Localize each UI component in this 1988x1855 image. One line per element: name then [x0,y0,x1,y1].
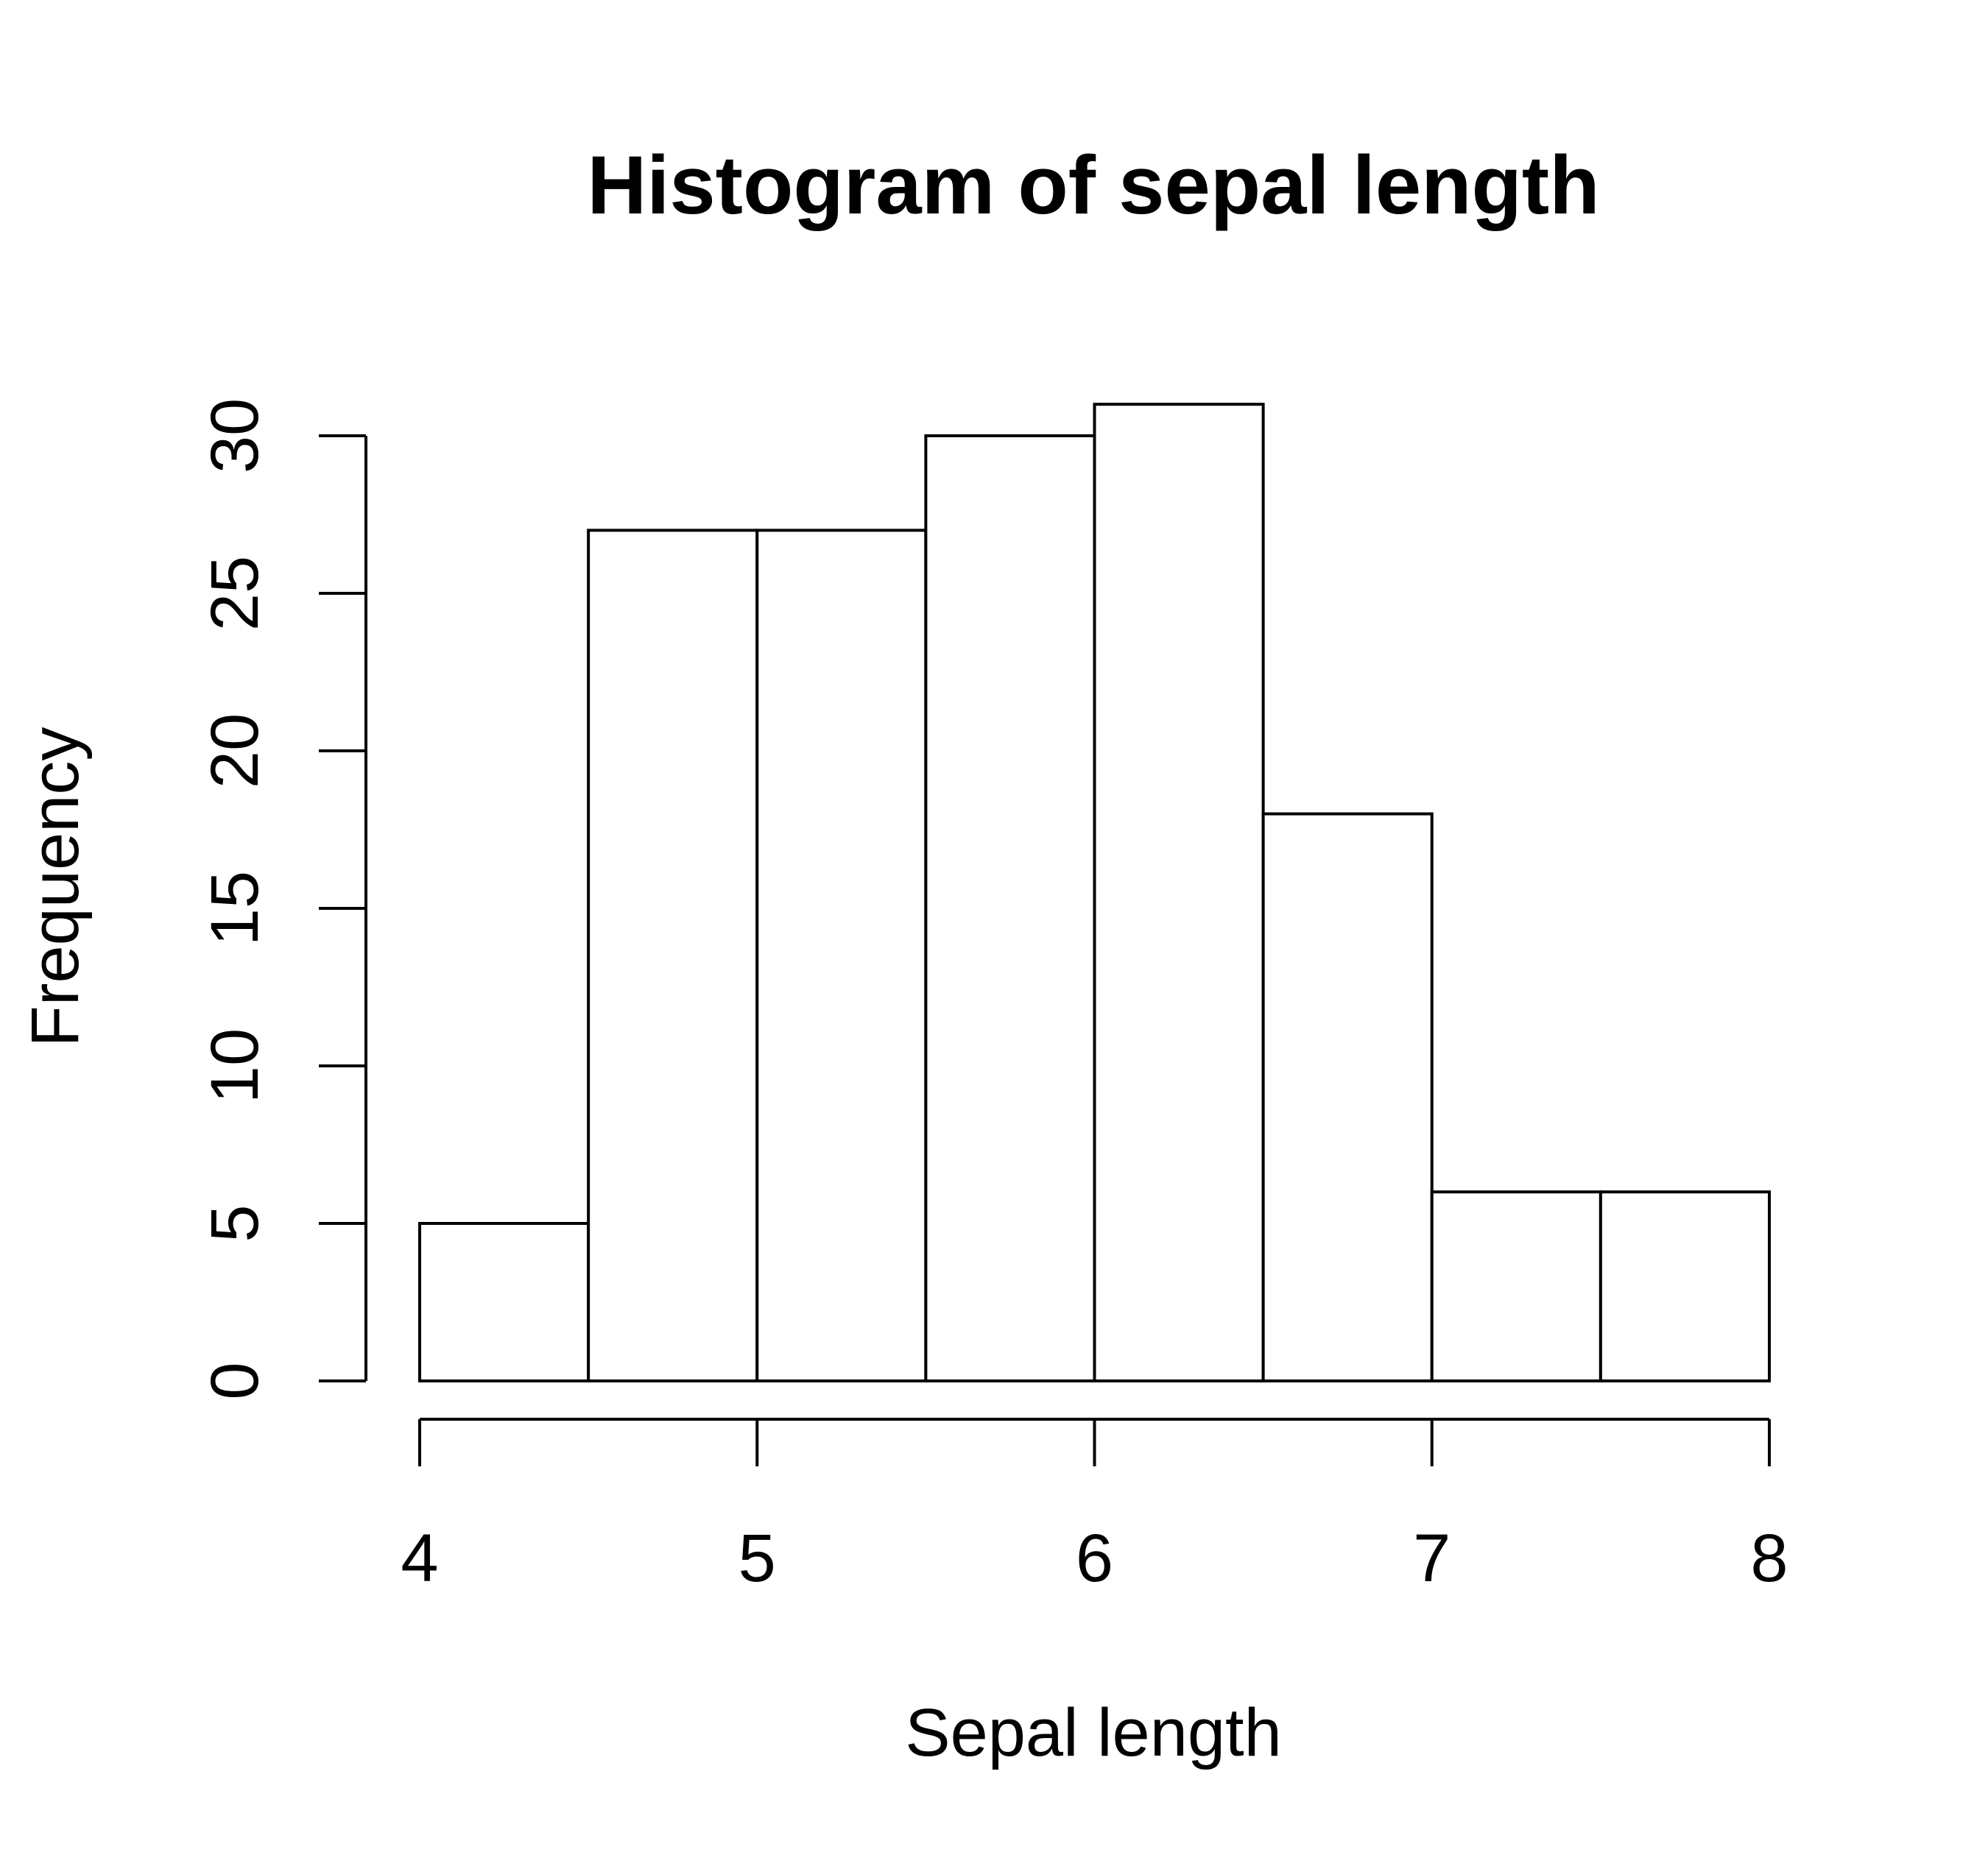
y-tick-label: 15 [197,871,272,946]
histogram-bar [1598,1190,1771,1382]
chart-title: Histogram of sepal length [587,139,1599,231]
y-tick-label: 25 [197,556,272,631]
histogram-bar [418,1222,591,1382]
y-tick-label: 30 [197,398,272,473]
x-tick-label: 4 [401,1521,438,1596]
x-tick-label: 8 [1750,1521,1788,1596]
x-axis-label: Sepal length [905,1695,1282,1770]
histogram-bar [587,529,759,1382]
x-tick-label: 5 [739,1521,776,1596]
x-tick-label: 7 [1413,1521,1451,1596]
y-tick-label: 5 [197,1204,272,1242]
histogram-bar [1261,812,1434,1382]
x-tick-label: 6 [1076,1521,1113,1596]
histogram-bar [1430,1190,1602,1382]
y-tick-label: 0 [197,1362,272,1399]
histogram-bar [1093,403,1265,1383]
histogram-bar [924,434,1096,1382]
x-axis-ticks: 4 5 6 7 8 [401,1419,1788,1596]
y-axis-label: Frequency [18,727,93,1047]
y-axis-ticks: 0 5 10 15 20 25 30 [197,398,366,1400]
y-tick-label: 10 [197,1028,272,1103]
bars-group [418,403,1771,1383]
histogram-bar [755,529,928,1382]
y-tick-label: 20 [197,713,272,788]
